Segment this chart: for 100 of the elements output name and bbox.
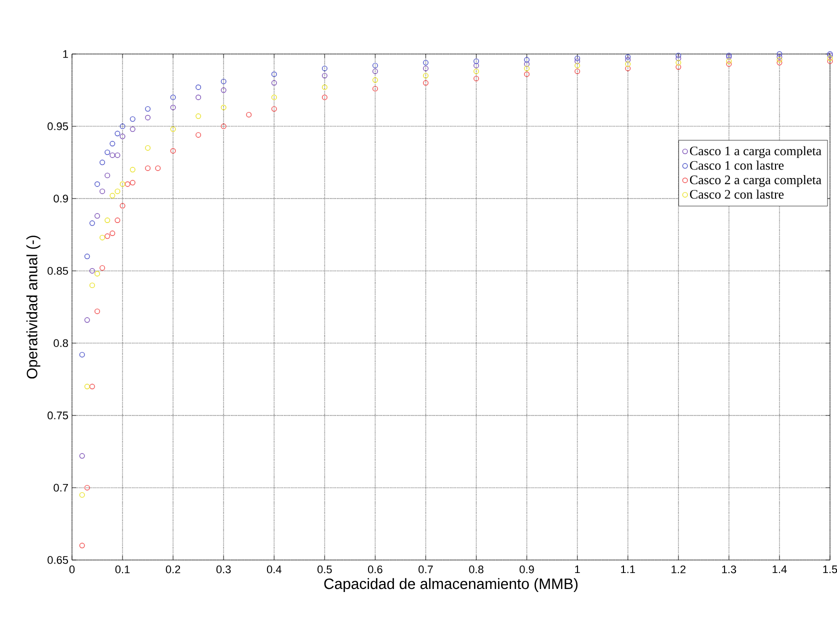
- point: [170, 94, 176, 100]
- x-tick-label: 1.1: [621, 566, 635, 574]
- y-axis-title: Operatividad anual (-): [26, 236, 40, 379]
- point: [574, 68, 580, 74]
- point: [196, 113, 202, 119]
- point: [79, 542, 85, 548]
- point: [372, 86, 378, 92]
- x-tick-label: 0.1: [115, 566, 130, 574]
- point: [120, 203, 126, 209]
- x-tick-label: 0: [69, 566, 75, 574]
- point: [474, 76, 480, 82]
- point: [474, 62, 480, 68]
- y-tick-label: 0.7: [54, 484, 68, 492]
- point: [170, 148, 176, 154]
- legend-label: Casco 1 a carga completa: [690, 146, 822, 158]
- point: [423, 72, 428, 78]
- point: [130, 180, 136, 186]
- point: [84, 317, 90, 323]
- x-tick-label: 0.7: [418, 566, 433, 574]
- point: [170, 104, 176, 110]
- x-tick-label: 1: [575, 566, 580, 574]
- point: [100, 234, 106, 240]
- point: [776, 54, 782, 60]
- point: [104, 218, 110, 223]
- point: [124, 181, 130, 187]
- point: [100, 265, 106, 271]
- point: [676, 52, 682, 58]
- point: [220, 78, 226, 84]
- y-tick-label: 0.8: [54, 339, 68, 348]
- point: [625, 54, 631, 60]
- point: [423, 66, 428, 72]
- legend-label: Casco 2 con lastre: [690, 190, 784, 199]
- point: [120, 124, 126, 130]
- point: [100, 188, 106, 194]
- point: [89, 220, 95, 226]
- point: [524, 57, 530, 63]
- x-tick-label: 1.4: [772, 566, 787, 574]
- point: [120, 181, 126, 187]
- point: [79, 453, 85, 459]
- x-tick-label: 0.5: [317, 566, 332, 574]
- point: [100, 160, 106, 166]
- point: [271, 80, 277, 86]
- point: [196, 94, 202, 100]
- point: [145, 165, 151, 171]
- y-tick-label: 0.95: [48, 122, 68, 130]
- point: [196, 132, 202, 138]
- point: [423, 80, 428, 86]
- x-tick-label: 0.6: [368, 566, 382, 574]
- point: [104, 150, 110, 156]
- point: [110, 192, 116, 198]
- point: [94, 271, 100, 276]
- x-tick-label: 0.8: [469, 566, 484, 574]
- point: [170, 126, 176, 132]
- y-tick-label: 0.9: [54, 194, 68, 202]
- point: [776, 60, 782, 66]
- point: [84, 384, 90, 390]
- point: [574, 62, 580, 68]
- point: [114, 188, 120, 194]
- point: [474, 58, 480, 64]
- point: [110, 140, 116, 146]
- point: [114, 130, 120, 136]
- point: [94, 213, 100, 219]
- point: [322, 66, 328, 72]
- point: [271, 94, 277, 100]
- point: [372, 77, 378, 83]
- point: [220, 104, 226, 110]
- point: [322, 84, 328, 90]
- y-tick-label: 0.65: [48, 556, 68, 564]
- point: [726, 58, 732, 64]
- point: [676, 56, 682, 62]
- point: [271, 72, 277, 77]
- point: [84, 484, 90, 490]
- point: [220, 124, 226, 130]
- point: [196, 84, 202, 90]
- point: [145, 106, 151, 112]
- point: [676, 60, 682, 66]
- point: [423, 60, 428, 66]
- point: [625, 61, 631, 67]
- point: [94, 308, 100, 314]
- point: [776, 51, 782, 57]
- point: [271, 106, 277, 112]
- point: [104, 172, 110, 178]
- x-tick-label: 0.3: [216, 566, 231, 574]
- point: [155, 165, 161, 171]
- point: [94, 181, 100, 187]
- point: [524, 66, 530, 72]
- point: [114, 218, 120, 223]
- point: [372, 68, 378, 74]
- point: [110, 230, 116, 236]
- point: [776, 57, 782, 63]
- point: [104, 233, 110, 239]
- x-tick-label: 1.2: [672, 566, 686, 574]
- legend-label: Casco 1 con lastre: [690, 160, 784, 170]
- point: [79, 492, 85, 498]
- point: [114, 152, 120, 158]
- point: [474, 68, 480, 74]
- point: [110, 152, 116, 158]
- x-tick-label: 0.9: [520, 566, 534, 574]
- legend-label: Casco 2 a carga completa: [690, 175, 822, 187]
- x-tick-label: 1.3: [722, 566, 736, 574]
